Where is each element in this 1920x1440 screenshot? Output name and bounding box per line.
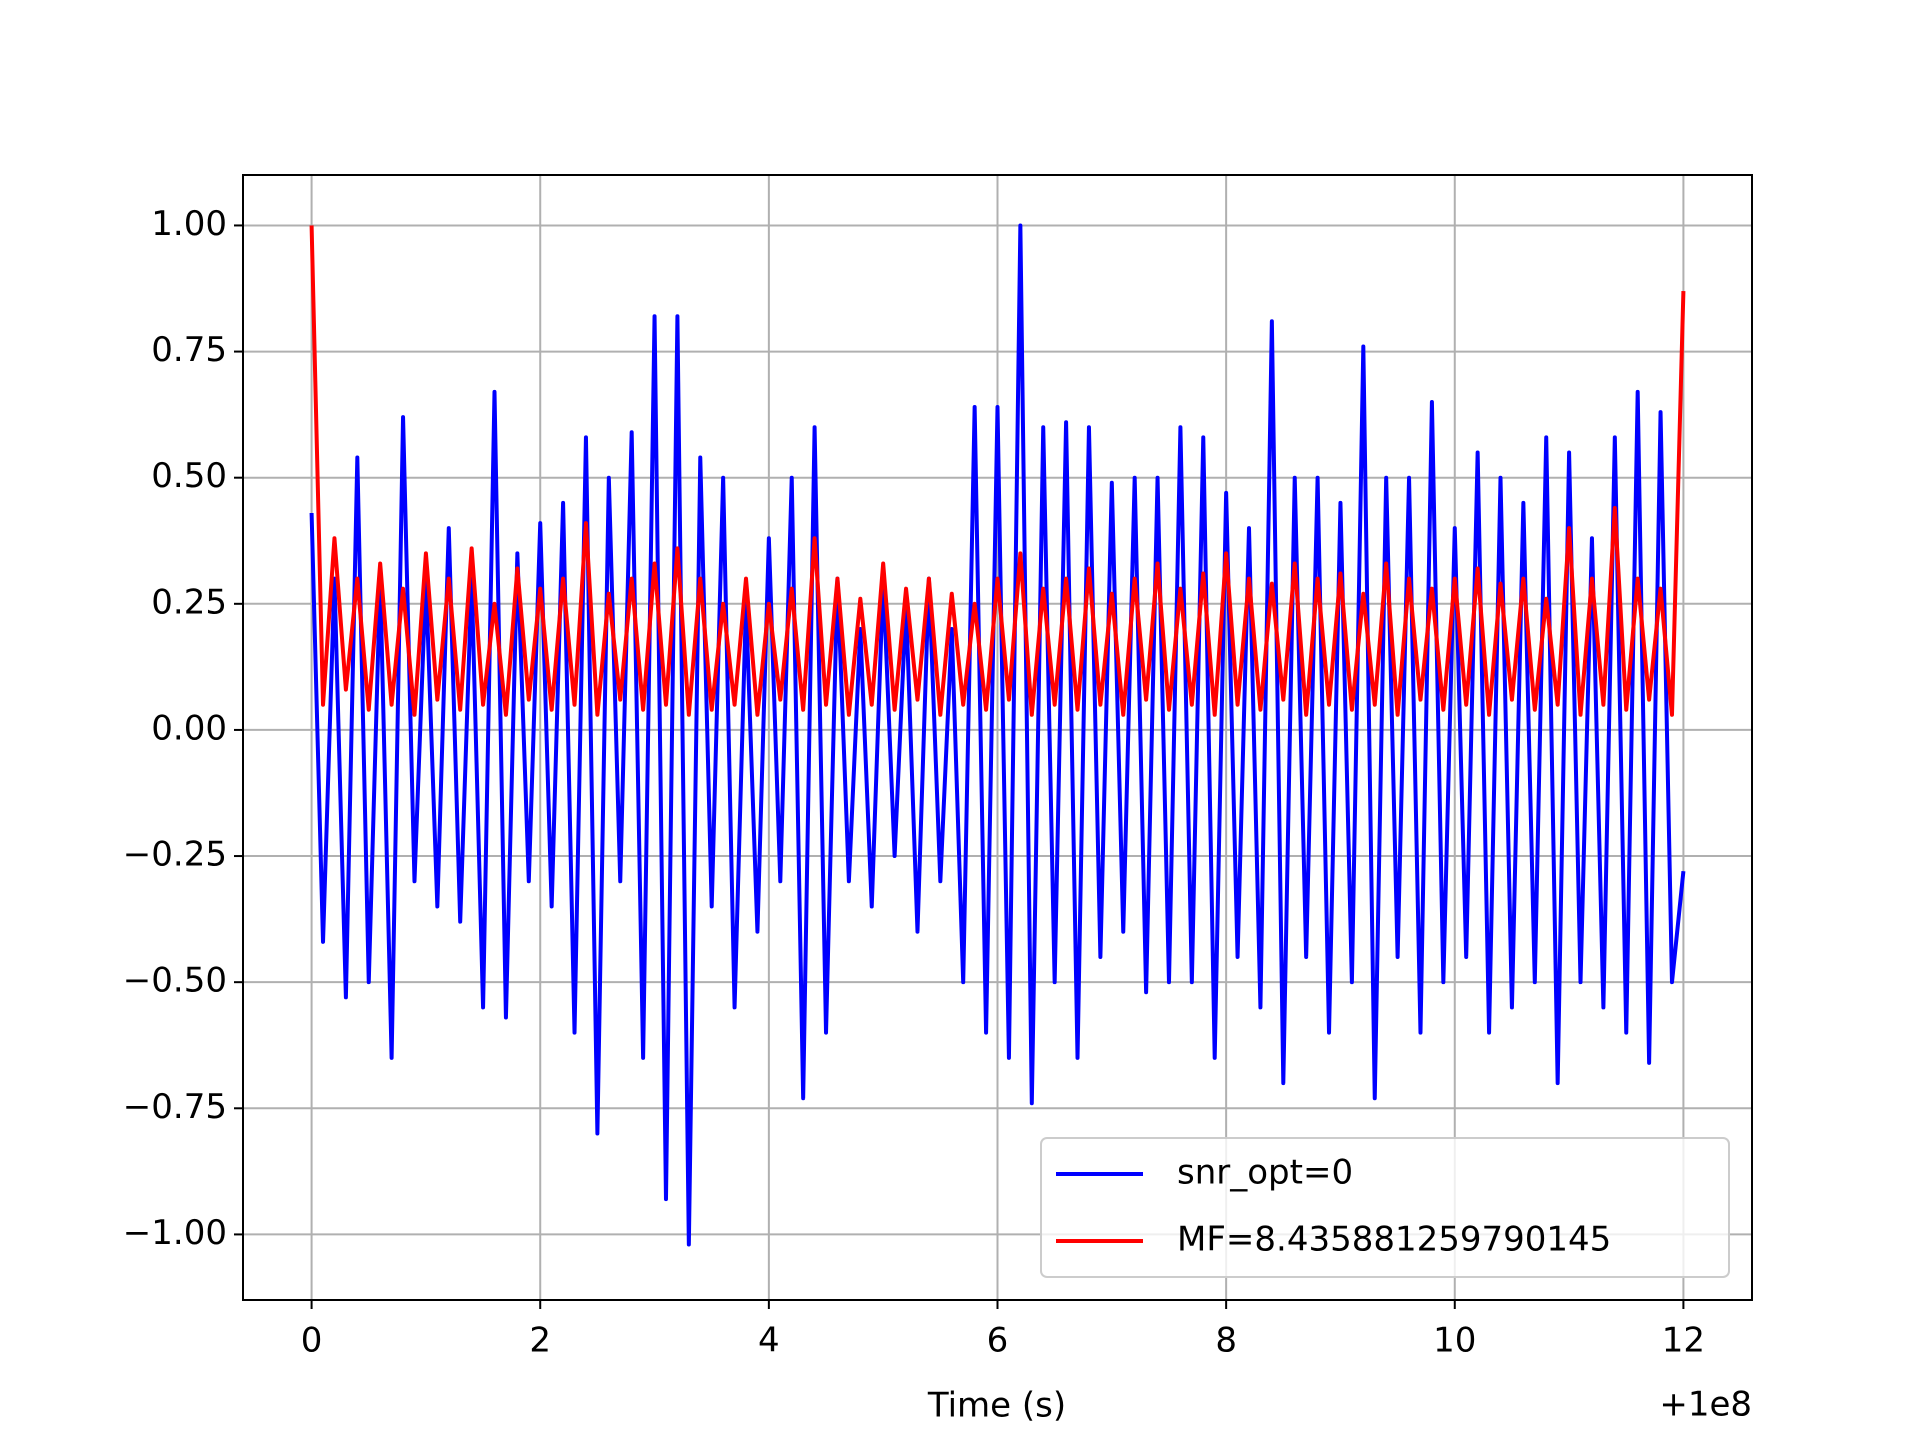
y-tick-label: −0.25 <box>123 835 227 875</box>
grid <box>243 175 1752 1300</box>
x-tick-label: 10 <box>1433 1321 1476 1361</box>
y-tick-label: −0.50 <box>123 961 227 1001</box>
x-tick-label: 4 <box>758 1321 780 1361</box>
y-tick-label: 0.25 <box>151 582 227 622</box>
x-tick-label: 2 <box>529 1321 551 1361</box>
x-tick-label: 6 <box>987 1321 1009 1361</box>
y-tick-label: −1.00 <box>123 1213 227 1253</box>
legend-label: snr_opt=0 <box>1177 1153 1353 1193</box>
series-line <box>309 225 1686 717</box>
x-tick-label: 12 <box>1662 1321 1705 1361</box>
x-tick-label: 8 <box>1215 1321 1237 1361</box>
ticks: 0 2 4 6 8 10 12 −1.00 −0.75 −0.50 −0.25 0.00 0.25 0.5… <box>123 204 1705 1361</box>
y-tick-label: 1.00 <box>151 204 227 244</box>
y-tick-label: −0.75 <box>123 1087 227 1127</box>
x-offset-label: +1e8 <box>1659 1385 1752 1425</box>
y-tick-label: 0.75 <box>151 330 227 370</box>
plot-area <box>309 223 1686 1247</box>
series-line <box>309 223 1686 1247</box>
x-axis-label: Time (s) <box>927 1386 1066 1426</box>
legend: snr_opt=0 MF=8.435881259790145 <box>1040 1137 1730 1278</box>
x-tick-label: 0 <box>301 1321 323 1361</box>
legend-label: MF=8.435881259790145 <box>1177 1220 1611 1260</box>
y-tick-label: 0.00 <box>151 708 227 748</box>
legend-box <box>1040 1137 1730 1278</box>
y-tick-label: 0.50 <box>151 456 227 496</box>
